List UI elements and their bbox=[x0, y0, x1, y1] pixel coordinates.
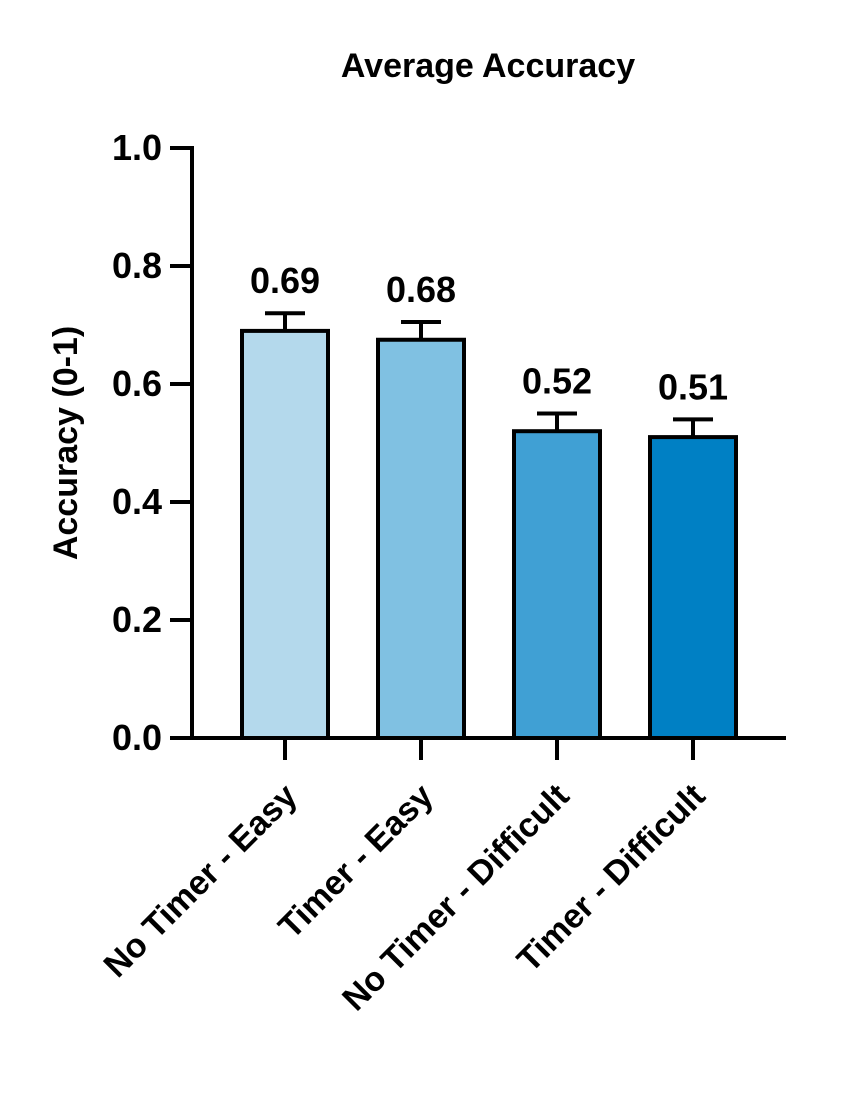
bar-2 bbox=[376, 337, 466, 740]
chart-title: Average Accuracy bbox=[341, 47, 635, 85]
y-tick-label: 0.6 bbox=[112, 363, 162, 404]
data-label: 0.52 bbox=[522, 361, 592, 402]
bars-group: 0.69 0.68 0.52 0.51 bbox=[240, 260, 738, 740]
bar-1 bbox=[240, 328, 330, 740]
data-label: 0.69 bbox=[250, 260, 320, 301]
y-axis-label: Accuracy (0-1) bbox=[47, 326, 85, 560]
y-tick-label: 0.0 bbox=[112, 717, 162, 758]
y-tick-label: 1.0 bbox=[112, 127, 162, 168]
y-tick-label: 0.4 bbox=[112, 481, 162, 522]
y-axis: 0.0 0.2 0.4 0.6 0.8 1.0 bbox=[112, 127, 194, 758]
y-tick-label: 0.8 bbox=[112, 245, 162, 286]
x-tick-label: No Timer - Easy bbox=[97, 777, 305, 985]
data-label: 0.51 bbox=[658, 366, 728, 407]
x-tick-label: No Timer - Difficult bbox=[335, 777, 576, 1018]
data-label: 0.68 bbox=[386, 269, 456, 310]
y-tick-label: 0.2 bbox=[112, 599, 162, 640]
bar-3 bbox=[512, 429, 602, 740]
bar-4 bbox=[648, 435, 738, 740]
